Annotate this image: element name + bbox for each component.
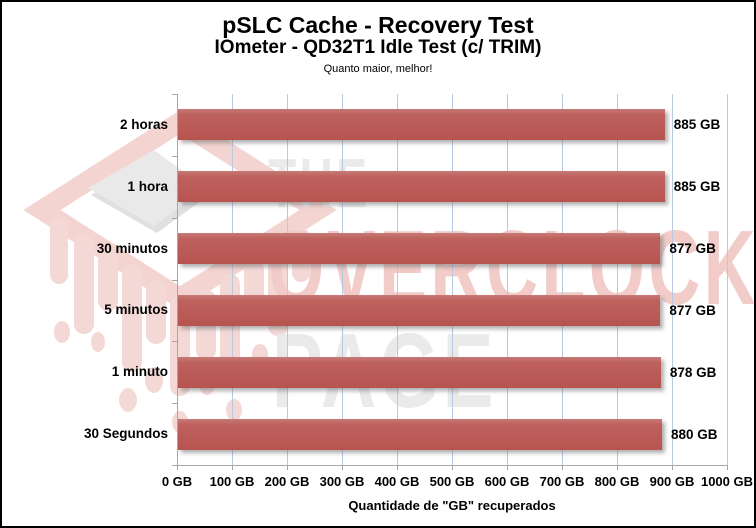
gridline [562, 94, 563, 465]
chart-title: pSLC Cache - Recovery Test [222, 12, 534, 38]
bar-30-segundos [178, 418, 662, 450]
gridline [617, 94, 618, 465]
y-tick-mark [172, 94, 177, 95]
chip-face [88, 150, 206, 226]
x-tick-label: 500 GB [429, 474, 475, 489]
value-label: 877 GB [669, 302, 716, 318]
gridline [672, 94, 673, 465]
gridline [452, 94, 453, 465]
x-tick-label: 600 GB [484, 474, 530, 489]
gridline [232, 94, 233, 465]
bar-1-minuto [178, 356, 661, 388]
chart-note: Quanto maior, melhor! [323, 62, 433, 75]
x-tick-label: 100 GB [209, 474, 255, 489]
value-label: 880 GB [671, 426, 718, 442]
x-tick-label: 400 GB [374, 474, 420, 489]
y-tick-mark [172, 279, 177, 281]
x-tick-label: 800 GB [594, 474, 640, 489]
category-label: 1 hora [127, 178, 168, 194]
category-label: 30 Segundos [83, 426, 168, 442]
y-tick-mark [172, 217, 177, 219]
category-label: 1 minuto [111, 364, 168, 380]
x-tick-mark [177, 465, 178, 470]
bar-30-minutos [178, 233, 661, 265]
x-tick-mark [727, 465, 728, 470]
x-tick-mark [452, 465, 453, 470]
x-tick-mark [617, 465, 618, 470]
y-axis-line [177, 94, 178, 465]
gridline [507, 94, 508, 465]
bar-2-horas [178, 109, 665, 141]
x-tick-mark [507, 465, 508, 470]
gridline [397, 94, 398, 465]
x-tick-label: 200 GB [264, 474, 310, 489]
y-tick-mark [172, 465, 177, 466]
bar-1-hora [178, 171, 665, 203]
gridline [342, 94, 343, 465]
value-label: 885 GB [673, 117, 721, 133]
y-tick-mark [172, 341, 177, 343]
x-axis-title: Quantidade de "GB" recuperados [348, 498, 556, 513]
x-tick-mark [342, 465, 343, 470]
x-tick-mark [672, 465, 673, 470]
x-tick-mark [287, 465, 288, 470]
y-tick-mark [172, 155, 177, 157]
bar-5-minutos [178, 294, 661, 326]
category-label: 2 horas [119, 116, 168, 132]
chart-header: pSLC Cache - Recovery Test IOmeter - QD3… [2, 13, 754, 75]
value-label: 885 GB [673, 179, 721, 195]
x-tick-mark [232, 465, 233, 470]
y-tick-mark [172, 403, 177, 405]
gridline [727, 94, 728, 465]
x-tick-label: 1000 GB [700, 474, 754, 489]
x-tick-label: 900 GB [649, 474, 695, 489]
value-label: 878 GB [669, 364, 717, 380]
category-label: 30 minutos [96, 240, 168, 256]
gridline [287, 94, 288, 465]
value-label: 877 GB [669, 241, 716, 257]
chart-subtitle: IOmeter - QD32T1 Idle Test (c/ TRIM) [214, 37, 542, 59]
category-label: 5 minutos [104, 302, 168, 318]
x-tick-label: 700 GB [539, 474, 585, 489]
x-tick-label: 0 GB [161, 474, 193, 489]
x-tick-label: 300 GB [319, 474, 365, 489]
x-tick-mark [562, 465, 563, 470]
x-tick-mark [397, 465, 398, 470]
